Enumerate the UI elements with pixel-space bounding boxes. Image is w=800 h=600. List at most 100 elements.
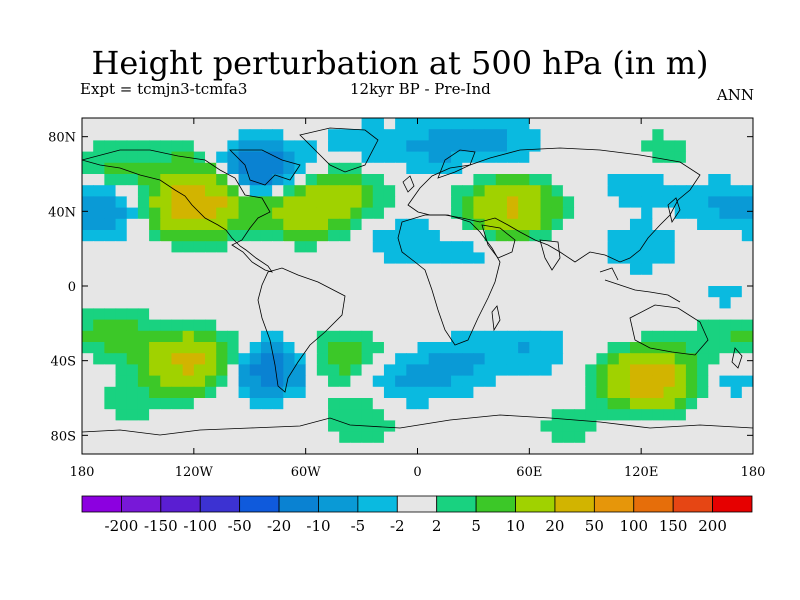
- field-cell: [406, 431, 419, 444]
- field-cell: [618, 118, 631, 130]
- field-cell: [395, 207, 407, 220]
- field-cell: [238, 140, 251, 153]
- field-cell: [372, 297, 385, 309]
- field-cell: [406, 342, 419, 354]
- field-cell: [574, 342, 586, 354]
- field-cell: [652, 174, 665, 186]
- field-cell: [316, 207, 329, 220]
- field-cell: [171, 241, 184, 253]
- field-cell: [451, 420, 463, 433]
- field-cell: [283, 118, 296, 130]
- field-cell: [137, 442, 150, 454]
- field-cell: [350, 353, 363, 365]
- field-cell: [316, 196, 329, 209]
- field-cell: [417, 162, 430, 175]
- field-cell: [104, 286, 117, 298]
- field-cell: [428, 118, 441, 130]
- field-cell: [596, 286, 609, 298]
- field-cell: [305, 241, 318, 253]
- field-cell: [160, 252, 173, 265]
- field-cell: [708, 162, 721, 175]
- field-cell: [585, 185, 598, 197]
- field-cell: [104, 274, 117, 287]
- field-cell: [82, 319, 94, 332]
- field-cell: [540, 353, 553, 365]
- season-label: ANN: [716, 86, 754, 104]
- field-cell: [137, 207, 150, 220]
- field-cell: [372, 274, 385, 287]
- field-cell: [473, 330, 486, 343]
- field-cell: [361, 286, 374, 298]
- field-cell: [529, 218, 542, 231]
- field-cell: [663, 386, 676, 399]
- field-cell: [641, 342, 653, 354]
- field-cell: [730, 297, 743, 309]
- field-cell: [260, 386, 273, 399]
- field-cell: [339, 420, 351, 433]
- field-cell: [574, 353, 586, 365]
- field-cell: [730, 196, 743, 209]
- field-cell: [316, 409, 329, 421]
- field-cell: [574, 230, 586, 242]
- field-cell: [171, 364, 184, 377]
- field-cell: [741, 129, 753, 141]
- field-cell: [663, 140, 676, 153]
- field-cell: [372, 398, 385, 410]
- field-cell: [741, 330, 753, 343]
- field-cell: [719, 218, 732, 231]
- field-cell: [618, 162, 631, 175]
- field-cell: [697, 196, 709, 209]
- field-cell: [462, 218, 475, 231]
- field-cell: [205, 151, 217, 164]
- field-cell: [350, 162, 363, 175]
- field-cell: [361, 196, 374, 209]
- field-cell: [473, 263, 486, 276]
- field-cell: [562, 207, 575, 220]
- field-cell: [518, 129, 530, 141]
- field-cell: [205, 274, 217, 287]
- field-cell: [518, 297, 530, 309]
- field-cell: [205, 129, 217, 141]
- field-cell: [585, 330, 598, 343]
- field-cell: [171, 140, 184, 153]
- field-cell: [495, 263, 508, 276]
- field-cell: [126, 319, 139, 332]
- field-cell: [149, 118, 161, 130]
- field-cell: [361, 241, 374, 253]
- field-cell: [350, 185, 363, 197]
- field-cell: [149, 308, 161, 321]
- field-cell: [372, 364, 385, 377]
- field-cell: [540, 386, 553, 399]
- field-cell: [193, 297, 206, 309]
- field-cell: [205, 196, 217, 209]
- field-cell: [663, 409, 676, 421]
- field-cell: [641, 252, 653, 265]
- field-cell: [216, 409, 228, 421]
- field-cell: [473, 196, 486, 209]
- field-cell: [93, 375, 105, 388]
- field-cell: [641, 196, 653, 209]
- field-cell: [216, 196, 228, 209]
- field-cell: [495, 252, 508, 265]
- field-cell: [730, 353, 743, 365]
- field-cell: [607, 420, 620, 433]
- field-cell: [205, 174, 217, 186]
- field-cell: [272, 218, 284, 231]
- field-cell: [540, 129, 553, 141]
- field-cell: [205, 409, 217, 421]
- field-cell: [137, 342, 150, 354]
- field-cell: [93, 286, 105, 298]
- field-cell: [652, 230, 665, 242]
- field-cell: [316, 274, 329, 287]
- field-cell: [149, 409, 161, 421]
- field-cell: [674, 207, 687, 220]
- field-cell: [585, 151, 598, 164]
- field-cell: [182, 140, 195, 153]
- field-cell: [518, 263, 530, 276]
- field-cell: [93, 308, 105, 321]
- field-cell: [618, 263, 631, 276]
- field-cell: [149, 196, 161, 209]
- field-cell: [104, 375, 117, 388]
- field-cell: [406, 118, 419, 130]
